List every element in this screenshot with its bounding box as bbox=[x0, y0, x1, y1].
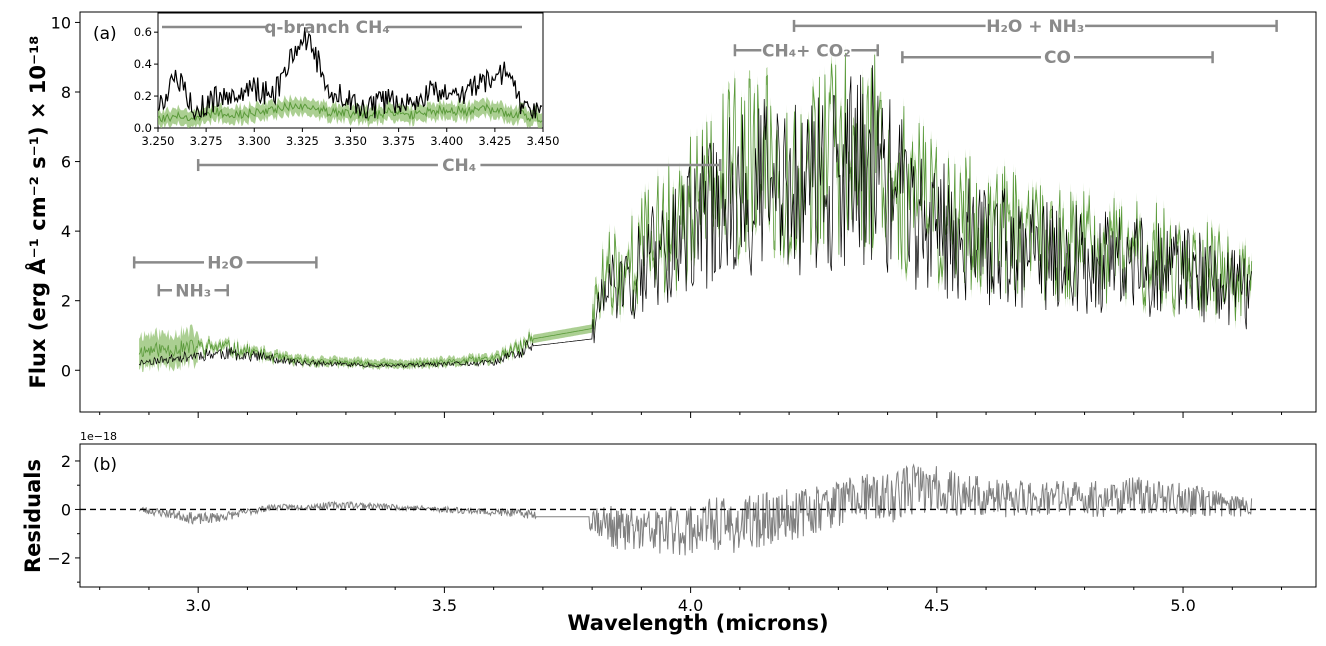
flux-panel-frame bbox=[79, 11, 1317, 413]
band-annotations: H₂O + NH₃ CH₄+ CO₂ CO CH₄ H₂O NH₃ bbox=[132, 17, 1278, 301]
x-tick-label: 4.5 bbox=[924, 596, 949, 615]
flux-y-tick-label: 2 bbox=[61, 292, 71, 311]
flux-y-tick-label: 4 bbox=[61, 222, 71, 241]
annotation-bracket: H₂O + NH₃ bbox=[792, 17, 1278, 37]
residuals-y-ticks: −2 0 2 bbox=[47, 452, 80, 583]
inset-x-tick-label: 3.325 bbox=[286, 134, 319, 148]
flux-y-tick-label: 10 bbox=[51, 13, 71, 32]
inset-x-tick-label: 3.400 bbox=[430, 134, 463, 148]
inset-y-tick-label: 0.6 bbox=[134, 25, 152, 39]
flux-y-tick-label: 6 bbox=[61, 153, 71, 172]
inset-x-tick-label: 3.375 bbox=[382, 134, 415, 148]
inset-y-tick-label: 0.2 bbox=[134, 89, 152, 103]
annotation-bracket: CO bbox=[901, 48, 1214, 68]
annotation-bracket: CH₄+ CO₂ bbox=[733, 41, 879, 61]
inset-y-ticks: 0.0 0.2 0.4 0.6 bbox=[134, 25, 158, 135]
inset-x-ticks: 3.250 3.275 3.300 3.325 3.350 3.375 3.400 3.425… bbox=[142, 128, 560, 148]
x-axis-label: Wavelength (microns) bbox=[567, 611, 828, 635]
x-tick-label: 4.0 bbox=[678, 596, 703, 615]
inset-title: q-branch CH₄ bbox=[264, 18, 390, 38]
annotation-bracket: H₂O bbox=[132, 253, 318, 273]
inset-x-tick-label: 3.425 bbox=[478, 134, 511, 148]
x-tick-label: 5.0 bbox=[1170, 596, 1195, 615]
inset-data-line bbox=[157, 27, 543, 121]
annotation-bracket: CH₄ bbox=[196, 156, 722, 176]
annotation-label: NH₃ bbox=[175, 281, 211, 301]
flux-x-ticks bbox=[99, 412, 1283, 418]
residuals-offset-label: 1e−18 bbox=[80, 430, 117, 443]
annotation-bracket: NH₃ bbox=[157, 281, 229, 301]
residuals-y-tick-label: 2 bbox=[61, 452, 71, 471]
flux-y-tick-label: 8 bbox=[61, 83, 71, 102]
x-tick-label: 3.0 bbox=[185, 596, 210, 615]
flux-panel: 0 2 4 6 8 10 H₂O + NH₃ CH₄+ CO₂ CO CH₄ H₂O NH₃ (a)… bbox=[25, 11, 1317, 418]
inset-x-tick-label: 3.350 bbox=[334, 134, 367, 148]
annotation-label: H₂O bbox=[207, 253, 243, 273]
flux-y-axis-label: Flux (erg Å⁻¹ cm⁻² s⁻¹) × 10⁻¹⁸ bbox=[25, 36, 50, 389]
flux-y-tick-label: 0 bbox=[61, 361, 71, 380]
residuals-y-tick-label: 0 bbox=[61, 500, 71, 519]
inset-x-tick-label: 3.450 bbox=[527, 134, 560, 148]
observed-spectrum-line bbox=[138, 65, 1253, 369]
inset-x-tick-label: 3.275 bbox=[190, 134, 223, 148]
annotation-label: CO bbox=[1044, 48, 1071, 68]
annotation-label: H₂O + NH₃ bbox=[986, 17, 1084, 37]
residuals-y-tick-label: −2 bbox=[47, 549, 71, 568]
model-spectrum-line bbox=[138, 53, 1253, 368]
residuals-layer bbox=[138, 463, 1253, 556]
inset-model-band bbox=[158, 94, 542, 128]
inset-y-tick-label: 0.4 bbox=[134, 57, 152, 71]
residuals-y-axis-label: Residuals bbox=[21, 459, 45, 573]
panel-a-label: (a) bbox=[93, 24, 117, 44]
x-tick-label: 3.5 bbox=[432, 596, 457, 615]
panel-b-label: (b) bbox=[93, 455, 117, 475]
q-branch-inset: 0.00.20.40.6 3.250 3.275 3.300 3.325 3.350 3.… bbox=[134, 12, 560, 148]
inset-x-tick-label: 3.250 bbox=[142, 134, 175, 148]
residuals-panel: −2 0 2 3.0 3.5 4.0 4.5 5.0 1e−18 (b) Residuals… bbox=[21, 430, 1317, 635]
annotation-label: CH₄ bbox=[442, 156, 476, 176]
inset-y-tick-label: 0.0 bbox=[134, 121, 152, 135]
inset-x-tick-label: 3.300 bbox=[238, 134, 271, 148]
inset-plot-layer bbox=[157, 27, 543, 128]
residuals-x-ticks: 3.0 3.5 4.0 4.5 5.0 bbox=[99, 587, 1283, 615]
inset-model-line bbox=[157, 101, 543, 123]
flux-y-ticks: 0 2 4 6 8 10 bbox=[51, 13, 80, 380]
annotation-label: CH₄+ CO₂ bbox=[762, 41, 851, 61]
residuals-line bbox=[138, 463, 1253, 556]
residuals-panel-frame bbox=[79, 443, 1317, 588]
inset-title-group: q-branch CH₄ bbox=[162, 18, 522, 38]
spectrum-lines-layer bbox=[138, 53, 1253, 369]
